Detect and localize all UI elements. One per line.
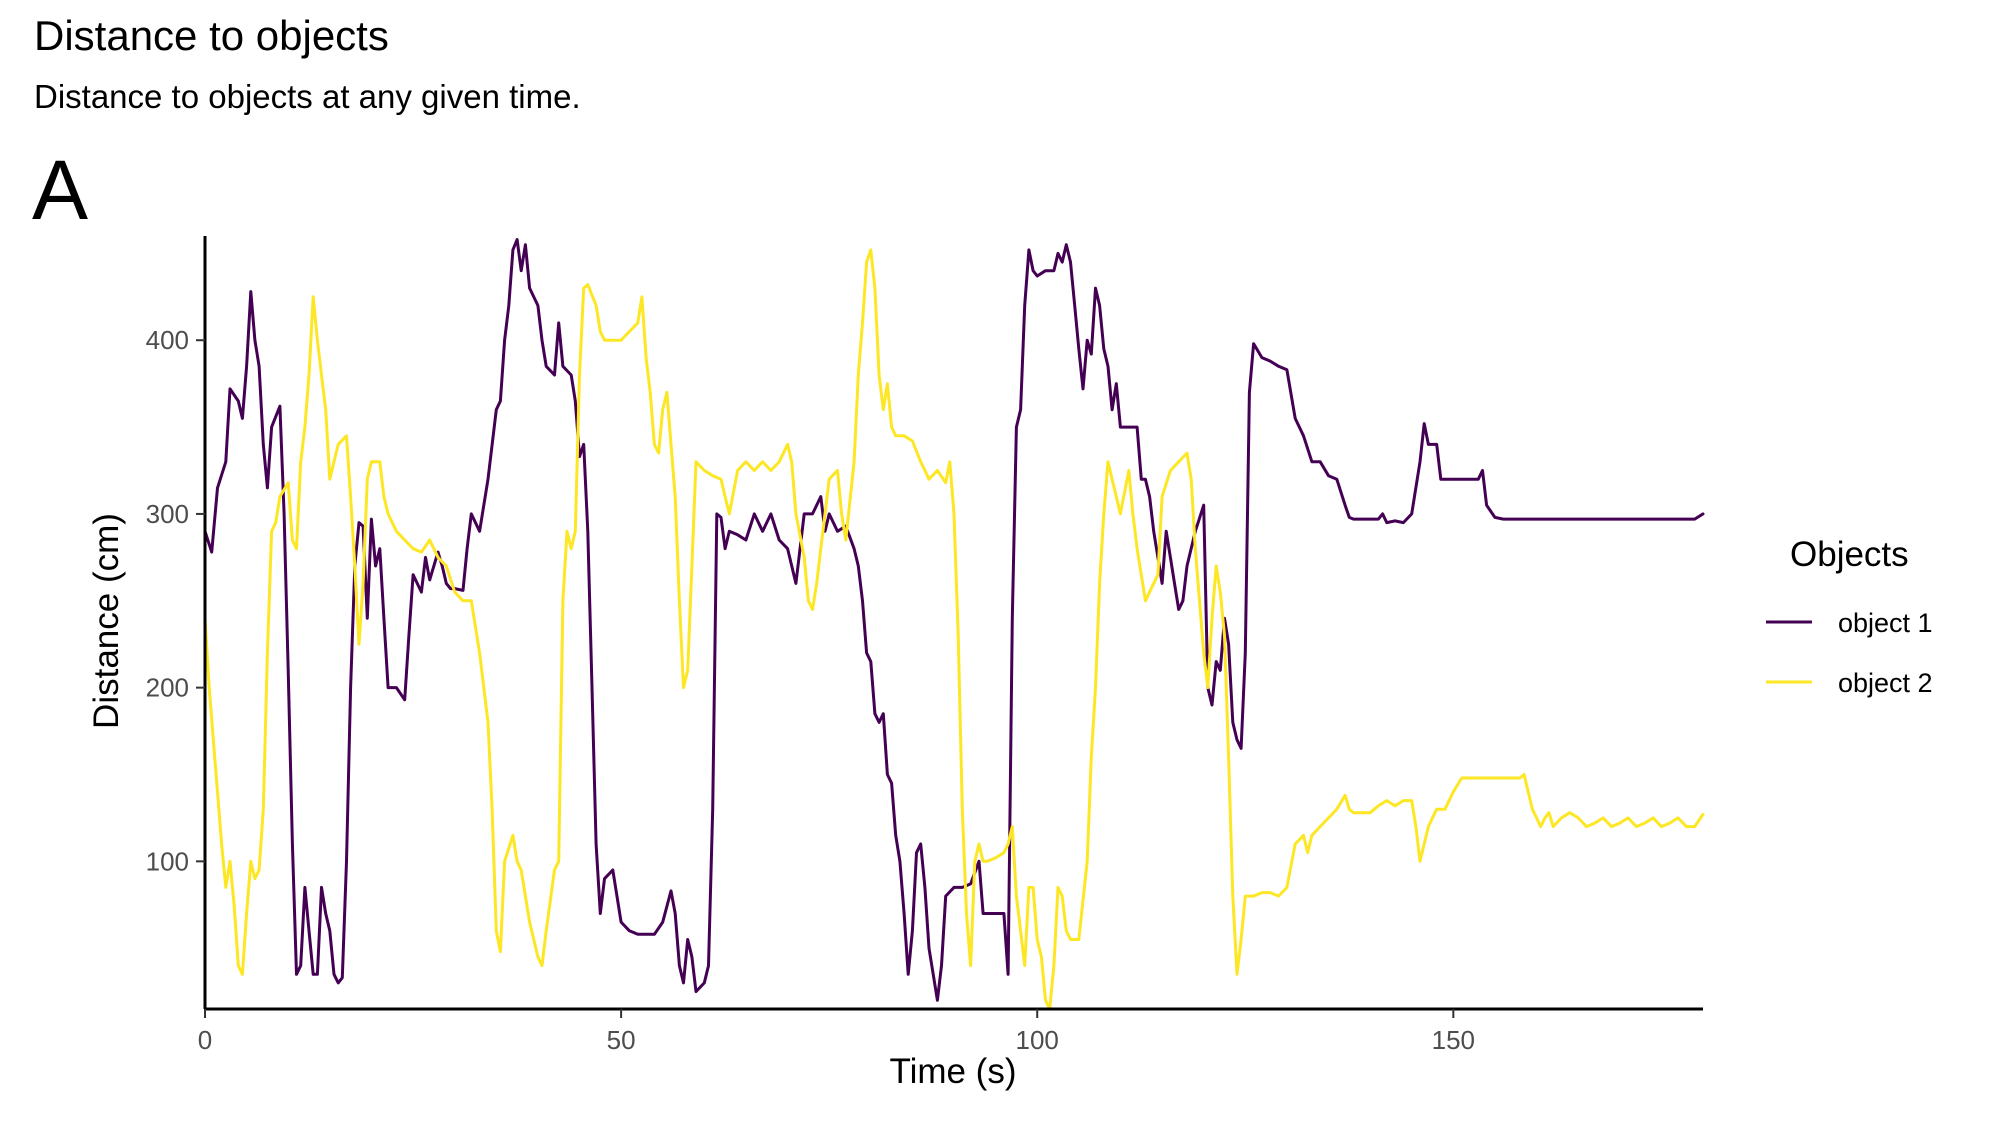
y-tick-label: 200 [146, 673, 189, 703]
panel-tag: A [32, 143, 89, 237]
x-tick-label: 0 [198, 1025, 212, 1055]
series-layer [203, 238, 1705, 1011]
legend-title: Objects [1790, 535, 1909, 574]
series-line-object-2 [203, 248, 1705, 1011]
legend: Objects object 1 object 2 [1766, 535, 1933, 698]
x-tick-label: 50 [607, 1025, 636, 1055]
legend-label-object-1: object 1 [1838, 608, 1933, 638]
y-tick-label: 400 [146, 325, 189, 355]
axes-layer: 0 50 100 150 100 200 300 400 [146, 236, 1703, 1055]
x-tick-label: 150 [1432, 1025, 1475, 1055]
chart-title: Distance to objects [34, 12, 389, 59]
series-line-object-1 [203, 238, 1705, 1002]
legend-label-object-2: object 2 [1838, 668, 1933, 698]
y-tick-label: 300 [146, 499, 189, 529]
x-axis-title: Time (s) [889, 1052, 1016, 1091]
y-tick-label: 100 [146, 846, 189, 876]
x-tick-label: 100 [1016, 1025, 1059, 1055]
chart-subtitle: Distance to objects at any given time. [34, 78, 581, 115]
y-axis-title: Distance (cm) [87, 513, 126, 729]
